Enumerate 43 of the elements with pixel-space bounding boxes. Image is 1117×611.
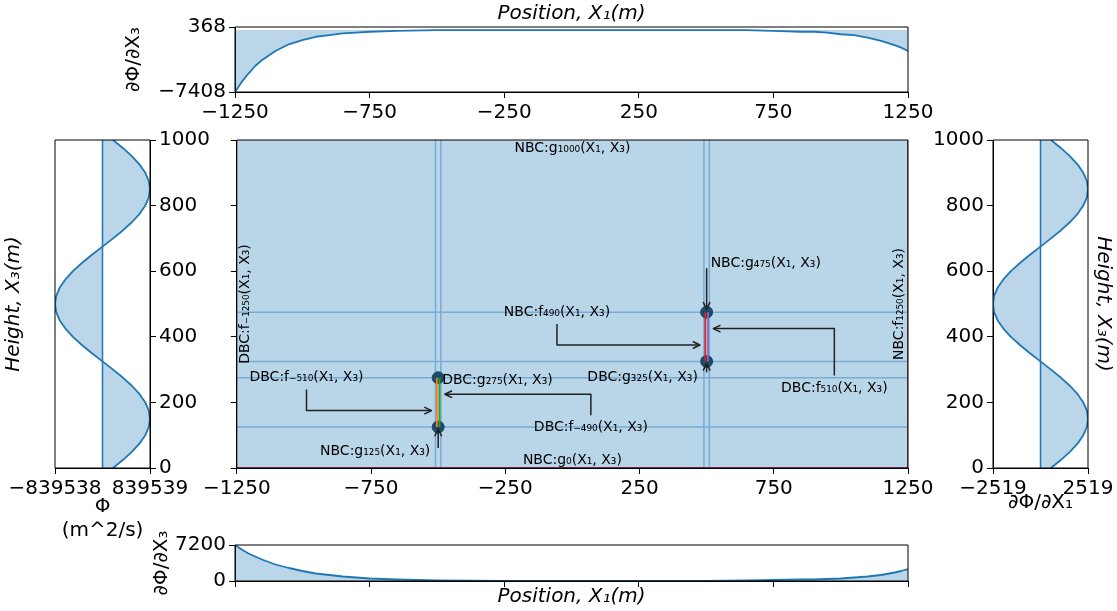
annotation: DBC:g₂₇₅(X₁, X₃): [442, 371, 553, 388]
y-tick-label: 7200: [175, 531, 226, 556]
y-tick-label: 800: [945, 191, 984, 216]
annotation: NBC:f₄₉₀(X₁, X₃): [503, 302, 611, 319]
annotation: NBC:g₀(X₁, X₃): [522, 450, 622, 467]
y-axis-title: Height, X₃(m): [1092, 236, 1117, 372]
x-tick-label: −250: [476, 99, 532, 124]
x-axis-title: Position, X₁(m): [497, 0, 646, 25]
x-tick-label: 750: [754, 475, 793, 500]
y-tick-label: 600: [159, 257, 198, 282]
x-tick-label: 250: [620, 475, 659, 500]
annotation: NBC:g₁₂₅(X₁, X₃): [320, 441, 431, 458]
annotation: DBC:f₅₁₀(X₁, X₃): [781, 379, 888, 396]
x-tick-label: −750: [342, 99, 398, 124]
y-tick-label: 600: [945, 257, 984, 282]
annotation: DBC:f₋₄₉₀(X₁, X₃): [533, 417, 648, 434]
y-tick-label: 400: [945, 323, 984, 347]
x-tick-label: 250: [619, 99, 658, 124]
y-axis-title: Height, X₃(m): [0, 236, 25, 372]
x-tick-label: 1250: [882, 99, 934, 124]
y-tick-label: 1000: [159, 126, 210, 151]
x-tick-label: 1250: [882, 475, 934, 500]
y-tick-label: 800: [159, 191, 198, 216]
annotation: DBC:f₋₅₁₀(X₁, X₃): [249, 368, 364, 385]
x-tick-label: −250: [477, 475, 533, 500]
y-tick-label: 200: [159, 388, 198, 413]
y-axis-title: ∂Φ/∂X₃: [148, 530, 173, 596]
x-axis-title: Position, X₁(m): [497, 583, 646, 608]
y-tick-label: 400: [159, 323, 198, 347]
annotation: NBC:f₁₂₅₀(X₁, X₃): [889, 248, 906, 360]
x-tick-label: −750: [343, 475, 399, 500]
annotation: NBC:g₁₀₀₀(X₁, X₃): [514, 138, 631, 155]
y-tick-label: 368: [187, 13, 226, 38]
x-tick-label: 750: [754, 99, 793, 124]
annotation: DBC:g₃₂₅(X₁, X₃): [587, 368, 698, 385]
y-tick-label: 200: [945, 388, 984, 413]
x-tick-label: −1250: [203, 475, 271, 500]
y-tick-label: 0: [971, 454, 984, 479]
annotation: DBC:f₋₁₂₅₀(X₁, X₃): [236, 244, 253, 364]
annotation: NBC:g₄₇₅(X₁, X₃): [710, 253, 821, 270]
y-tick-label: 0: [213, 567, 226, 592]
y-tick-label: 1000: [933, 126, 984, 151]
y-axis-title: ∂Φ/∂X₃: [120, 27, 145, 92]
